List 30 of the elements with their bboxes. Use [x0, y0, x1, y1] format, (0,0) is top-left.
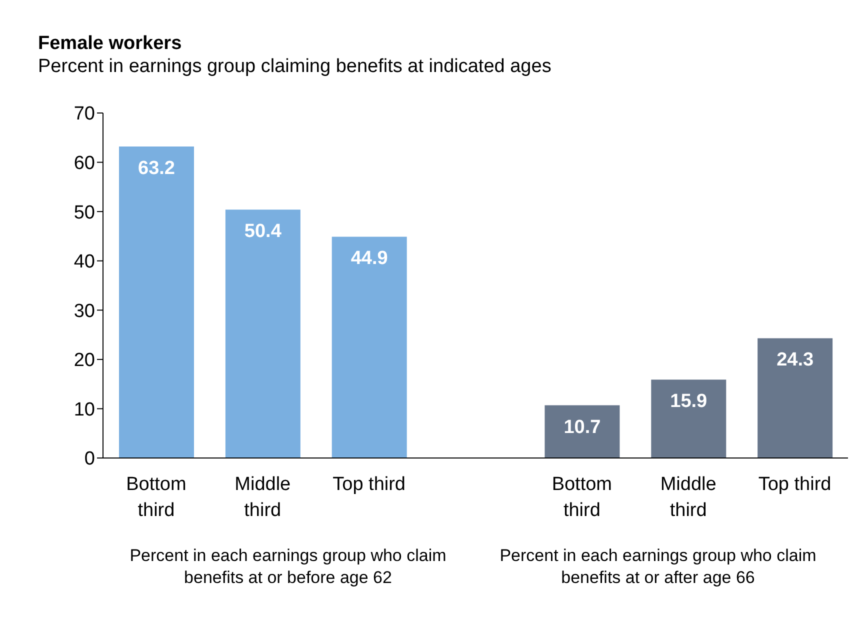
bar — [758, 338, 833, 458]
x-tick-label: Middle third — [234, 474, 291, 521]
x-tick-label: Bottom third — [126, 474, 186, 521]
x-tick-label: Top third — [332, 474, 406, 495]
text: Percent in each earnings group who claim benefits at or after age 66 — [498, 545, 818, 589]
chart-subtitle: Percent in earnings group claiming benefits at indicated ages — [38, 56, 552, 78]
y-tick-label: 20 — [74, 350, 95, 372]
data-label: 44.9 — [350, 248, 388, 270]
x-tick-label: Bottom third — [552, 474, 612, 521]
y-tick-label: 60 — [74, 153, 95, 174]
y-tick-label: 30 — [74, 300, 95, 322]
bar — [651, 380, 726, 458]
data-label: 24.3 — [776, 350, 814, 371]
data-label: 50.4 — [244, 221, 282, 242]
bar — [332, 236, 407, 458]
data-label: 63.2 — [138, 158, 175, 180]
data-label: 10.7 — [564, 416, 601, 438]
y-tick-label: 50 — [74, 202, 95, 224]
y-tick-label: 10 — [74, 399, 95, 420]
chart-title: Female workers — [38, 33, 182, 55]
bar — [119, 146, 194, 458]
x-tick-label: Middle third — [660, 474, 716, 521]
data-label: 15.9 — [670, 391, 708, 412]
x-tick-label: Top third — [758, 474, 832, 495]
text: Percent in each earnings group who claim benefits at or before age 62 — [128, 545, 448, 589]
y-tick-label: 40 — [74, 252, 95, 273]
y-tick-label: 70 — [74, 104, 95, 125]
y-tick-label: 0 — [84, 448, 95, 470]
bar — [544, 405, 620, 458]
bar — [225, 210, 300, 458]
